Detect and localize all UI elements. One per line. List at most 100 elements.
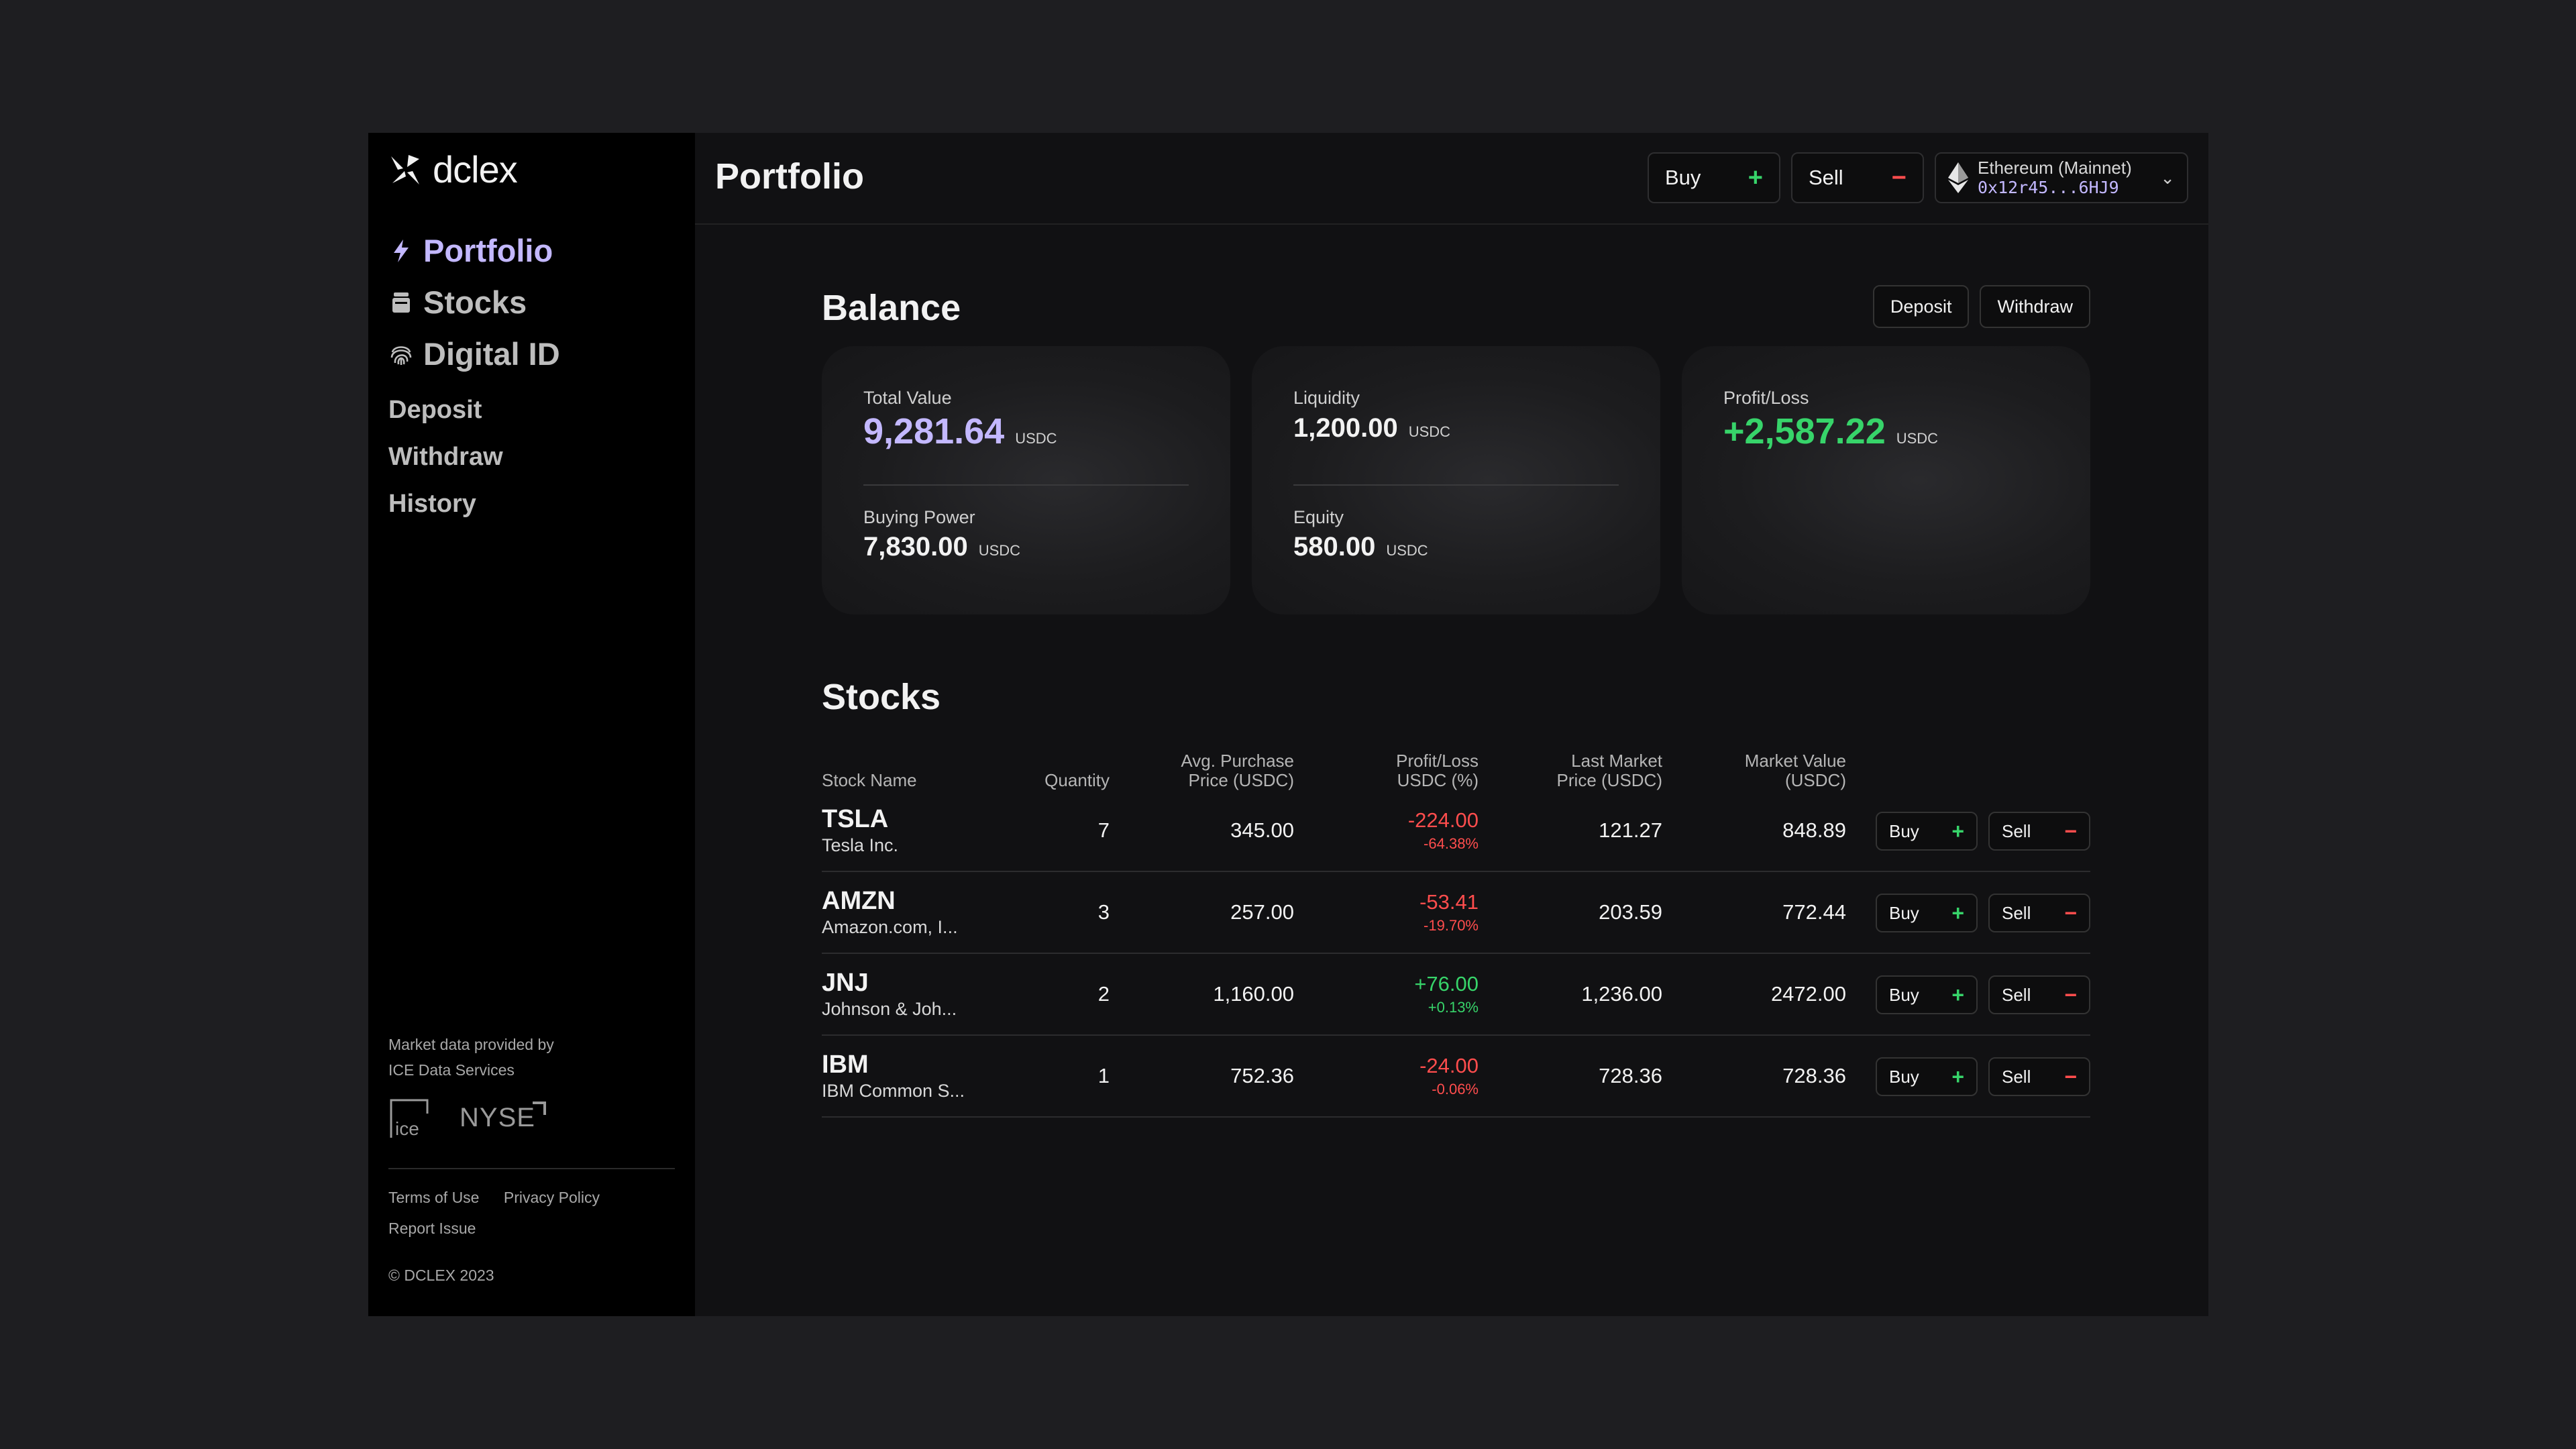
brand-name: dclex <box>433 148 518 191</box>
col-profit-loss-line1: Profit/Loss <box>1396 751 1479 771</box>
sell-label: Sell <box>2002 1066 2031 1087</box>
col-market-value-line1: Market Value <box>1744 751 1846 771</box>
provider-line-2: ICE Data Services <box>388 1061 515 1079</box>
row-sell-button[interactable]: Sell − <box>1988 975 2090 1014</box>
stock-name: Amazon.com, I... <box>822 917 958 937</box>
col-stock-name: Stock Name <box>822 770 917 790</box>
last-price-cell: 1,236.00 <box>1581 982 1662 1006</box>
market-value-cell: 848.89 <box>1782 818 1846 842</box>
profit-loss-label: Profit/Loss <box>1723 388 1809 408</box>
col-last-price: Last Market Price (USDC) <box>1557 751 1662 790</box>
col-profit-loss: Profit/Loss USDC (%) <box>1396 751 1479 790</box>
nav-item-withdraw[interactable]: Withdraw <box>388 443 503 471</box>
total-value-label: Total Value <box>863 388 952 408</box>
ethereum-icon <box>1948 162 1968 193</box>
sidebar-divider <box>388 1168 675 1169</box>
footer-links: Terms of Use Privacy Policy Report Issue <box>388 1182 600 1244</box>
nav-item-label: Digital ID <box>423 336 560 372</box>
buy-label: Buy <box>1665 166 1701 189</box>
stock-symbol: IBM <box>822 1051 869 1079</box>
nav-item-label: Stocks <box>423 284 527 320</box>
nav-item-portfolio[interactable]: Portfolio <box>388 225 560 276</box>
quantity-cell: 1 <box>1097 1064 1110 1087</box>
liquidity-value: 1,200.00 <box>1293 413 1398 443</box>
fingerprint-icon <box>390 345 412 365</box>
profit-loss-cell: +76.00 +0.13% <box>1414 954 1479 1034</box>
wallet-selector[interactable]: Ethereum (Mainnet) 0x12r45...6HJ9 ⌄ <box>1935 152 2188 203</box>
terms-link[interactable]: Terms of Use <box>388 1189 480 1206</box>
withdraw-button[interactable]: Withdraw <box>1980 285 2090 328</box>
minus-icon: − <box>2064 900 2077 925</box>
bolt-icon <box>394 239 409 262</box>
nav-item-stocks[interactable]: Stocks <box>388 276 560 328</box>
balance-actions: Deposit Withdraw <box>1872 285 2090 328</box>
profit-loss-amount: -53.41 <box>1419 890 1479 914</box>
brand-logo[interactable]: dclex <box>388 148 518 191</box>
profit-loss-cell: -24.00 -0.06% <box>1419 1036 1479 1116</box>
avg-price-cell: 257.00 <box>1230 900 1294 924</box>
col-last-price-line2: Price (USDC) <box>1556 770 1662 790</box>
chevron-down-icon: ⌄ <box>2160 167 2175 188</box>
profit-loss-value: +2,587.22 <box>1723 411 1886 451</box>
stock-cell: TSLA Tesla Inc. <box>822 790 1023 871</box>
profit-loss-percent: +0.13% <box>1428 999 1479 1016</box>
row-sell-button[interactable]: Sell − <box>1988 1057 2090 1096</box>
card-divider <box>1293 484 1619 486</box>
data-provider-note: Market data provided by ICE Data Service… <box>388 1032 554 1083</box>
profit-loss-amount: -24.00 <box>1419 1054 1479 1077</box>
profit-loss-cell: -53.41 -19.70% <box>1419 872 1479 953</box>
buy-label: Buy <box>1889 984 1919 1005</box>
row-buy-button[interactable]: Buy + <box>1876 894 1978 932</box>
stock-cell: IBM IBM Common S... <box>822 1036 1023 1116</box>
minus-icon: − <box>2064 1064 2077 1089</box>
table-row: IBM IBM Common S... 1 752.36 -24.00 -0.0… <box>822 1036 2090 1118</box>
sell-button[interactable]: Sell − <box>1791 152 1924 203</box>
stock-symbol: TSLA <box>822 805 889 833</box>
top-bar: Portfolio Buy + Sell − E <box>695 133 2208 225</box>
stock-cell: AMZN Amazon.com, I... <box>822 872 1023 953</box>
nyse-logo: NYSE <box>460 1101 546 1133</box>
ice-logo: ice <box>388 1097 430 1139</box>
profit-loss-percent: -19.70% <box>1424 917 1479 934</box>
privacy-link[interactable]: Privacy Policy <box>503 1189 600 1206</box>
balance-heading: Balance <box>822 288 961 328</box>
jar-icon <box>392 292 410 313</box>
market-value-cell: 772.44 <box>1782 900 1846 924</box>
profit-loss-percent: -0.06% <box>1432 1081 1479 1097</box>
row-sell-button[interactable]: Sell − <box>1988 894 2090 932</box>
plus-icon: + <box>1951 900 1964 925</box>
page-title: Portfolio <box>715 156 864 197</box>
main-panel: Portfolio Buy + Sell − E <box>695 133 2208 1316</box>
profit-loss-amount: +76.00 <box>1414 972 1479 996</box>
last-price-cell: 728.36 <box>1599 1064 1662 1087</box>
stocks-table: Stock Name Quantity Avg. Purchase Price … <box>822 737 2090 1118</box>
nav-item-digital-id[interactable]: Digital ID <box>388 328 560 380</box>
buy-button[interactable]: Buy + <box>1648 152 1780 203</box>
unit-label: USDC <box>978 542 1021 559</box>
quantity-cell: 7 <box>1097 818 1110 842</box>
quantity-cell: 2 <box>1097 982 1110 1006</box>
report-issue-link[interactable]: Report Issue <box>388 1220 476 1237</box>
row-buy-button[interactable]: Buy + <box>1876 812 1978 851</box>
nav-item-deposit[interactable]: Deposit <box>388 396 482 424</box>
sell-label: Sell <box>2002 820 2031 841</box>
plus-icon: + <box>1951 982 1964 1007</box>
sell-label: Sell <box>2002 902 2031 923</box>
partner-logos: ice NYSE <box>388 1097 546 1139</box>
provider-line-1: Market data provided by <box>388 1036 554 1053</box>
deposit-button[interactable]: Deposit <box>1872 285 1970 328</box>
col-avg-price-line1: Avg. Purchase <box>1181 751 1294 771</box>
liquidity-label: Liquidity <box>1293 388 1360 408</box>
row-buy-button[interactable]: Buy + <box>1876 975 1978 1014</box>
profit-loss-amount: -224.00 <box>1407 808 1479 832</box>
sell-label: Sell <box>2002 984 2031 1005</box>
stock-symbol: JNJ <box>822 969 869 997</box>
buy-label: Buy <box>1889 820 1919 841</box>
row-buy-button[interactable]: Buy + <box>1876 1057 1978 1096</box>
nav-item-history[interactable]: History <box>388 490 476 518</box>
avg-price-cell: 1,160.00 <box>1213 982 1294 1006</box>
row-sell-button[interactable]: Sell − <box>1988 812 2090 851</box>
minus-icon: − <box>2064 818 2077 843</box>
market-value-cell: 2472.00 <box>1770 982 1846 1006</box>
stock-name: Johnson & Joh... <box>822 999 957 1019</box>
